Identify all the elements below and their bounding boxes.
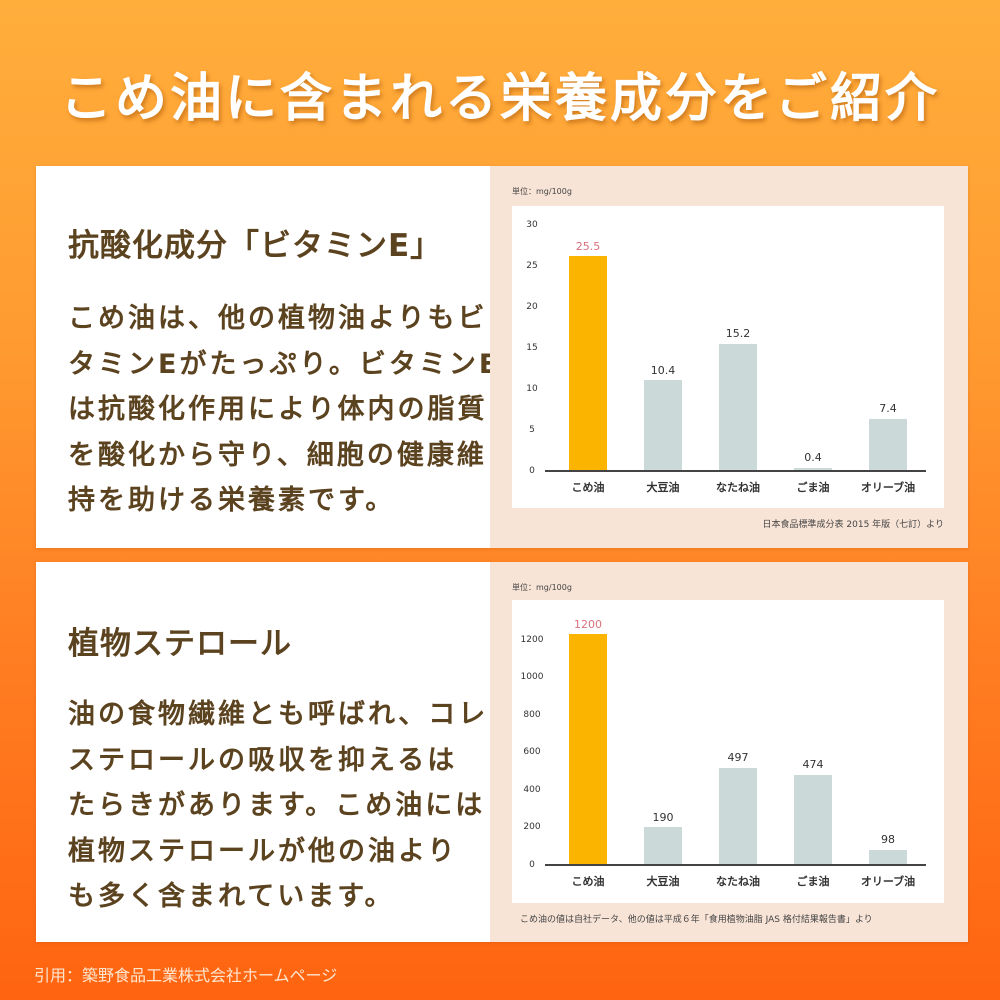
body-line: は抗酸化作用により体内の脂質 xyxy=(68,394,488,425)
vitamin-e-section: 抗酸化成分「ビタミンE」 こめ油は、他の植物油よりもビ タミンEがたっぷり。ビタ… xyxy=(36,166,968,548)
vitamin-e-text-column: 抗酸化成分「ビタミンE」 こめ油は、他の植物油よりもビ タミンEがたっぷり。ビタ… xyxy=(36,166,501,548)
bar-sesame-oil xyxy=(794,468,832,471)
bar-olive-oil xyxy=(869,419,907,471)
value-label: 190 xyxy=(652,811,674,824)
value-label: 497 xyxy=(727,751,749,764)
page-title: こめ油に含まれる栄養成分をご紹介 xyxy=(59,69,940,129)
plant-sterol-chart-panel: 単位：mg/100g 0 200 400 600 800 1000 1200 1… xyxy=(490,562,968,942)
category-label: ごま油 xyxy=(796,481,830,494)
category-label: こめ油 xyxy=(571,875,605,888)
y-tick: 1000 xyxy=(520,672,544,682)
chart-source-note: こめ油の値は自社データ、他の値は平成６年「食用植物油脂 JAS 格付結果報告書」… xyxy=(520,915,873,925)
value-label: 474 xyxy=(802,758,824,771)
y-tick: 400 xyxy=(523,785,541,795)
vitamin-e-chart-panel: 単位：mg/100g 0 5 10 15 20 25 30 25.5 10.4 … xyxy=(490,166,968,548)
bar-rapeseed-oil xyxy=(719,344,757,471)
y-tick: 200 xyxy=(523,822,541,832)
plant-sterol-chart: 0 200 400 600 800 1000 1200 1200 190 497… xyxy=(512,600,944,903)
body-line: 持を助ける栄養素です。 xyxy=(68,485,396,516)
body-line: を酸化から守り、細胞の健康維 xyxy=(68,439,487,471)
x-axis-line xyxy=(545,470,926,472)
category-label: オリーブ油 xyxy=(860,875,916,888)
value-label: 25.5 xyxy=(575,240,601,253)
category-label: 大豆油 xyxy=(646,481,680,494)
body-line: 油の食物繊維とも呼ばれ、コレ xyxy=(68,699,489,730)
y-tick: 30 xyxy=(526,220,538,230)
body-line: こめ油は、他の植物油よりもビ xyxy=(68,303,488,334)
unit-label: 単位：mg/100g xyxy=(512,187,572,196)
bar-rapeseed-oil xyxy=(719,768,757,865)
chart-source-note: 日本食品標準成分表 2015 年版（七訂）より xyxy=(762,520,944,530)
value-label: 1200 xyxy=(574,618,602,631)
y-tick: 600 xyxy=(523,747,541,757)
unit-label: 単位：mg/100g xyxy=(512,583,572,592)
category-label: オリーブ油 xyxy=(860,481,916,494)
category-label: なたね油 xyxy=(716,481,760,494)
category-label: なたね油 xyxy=(716,875,760,888)
body-line: タミンEがたっぷり。ビタミンE xyxy=(68,348,501,380)
body-line: も多く含まれています。 xyxy=(68,881,395,912)
y-tick: 20 xyxy=(526,302,538,312)
y-tick: 0 xyxy=(529,466,535,476)
category-label: 大豆油 xyxy=(646,875,680,888)
body-line: ステロールの吸収を抑えるは xyxy=(68,744,458,776)
y-tick: 15 xyxy=(526,343,538,353)
category-label: こめ油 xyxy=(571,481,605,494)
category-label: ごま油 xyxy=(796,875,830,888)
y-tick: 0 xyxy=(529,860,535,870)
bar-soybean-oil xyxy=(644,827,682,865)
value-label: 7.4 xyxy=(879,402,897,415)
bar-kome-oil xyxy=(569,256,607,471)
section-heading: 植物ステロール xyxy=(68,626,292,662)
body-line: たらきがあります。こめ油には xyxy=(68,790,486,821)
body-line: 植物ステロールが他の油より xyxy=(68,835,458,867)
value-label: 98 xyxy=(881,833,895,846)
bar-kome-oil xyxy=(569,634,607,865)
y-tick: 1200 xyxy=(520,635,544,645)
bar-olive-oil xyxy=(869,850,907,865)
value-label: 15.2 xyxy=(725,327,751,340)
value-label: 0.4 xyxy=(804,451,822,464)
y-tick: 25 xyxy=(526,261,538,271)
y-tick: 800 xyxy=(523,710,541,720)
bar-sesame-oil xyxy=(794,775,832,865)
vitamin-e-chart: 0 5 10 15 20 25 30 25.5 10.4 15.2 0.4 7.… xyxy=(512,206,944,508)
y-tick: 5 xyxy=(529,425,535,435)
plant-sterol-text-column: 植物ステロール 油の食物繊維とも呼ばれ、コレ ステロールの吸収を抑えるは たらき… xyxy=(36,562,490,942)
section-heading: 抗酸化成分「ビタミンE」 xyxy=(68,228,443,264)
y-tick: 10 xyxy=(526,384,538,394)
value-label: 10.4 xyxy=(650,364,676,377)
citation: 引用：築野食品工業株式会社ホームページ xyxy=(34,966,338,985)
plant-sterol-section: 植物ステロール 油の食物繊維とも呼ばれ、コレ ステロールの吸収を抑えるは たらき… xyxy=(36,562,968,942)
bar-soybean-oil xyxy=(644,380,682,471)
section-body: 油の食物繊維とも呼ばれ、コレ ステロールの吸収を抑えるは たらきがあります。こめ… xyxy=(68,692,489,920)
section-body: こめ油は、他の植物油よりもビ タミンEがたっぷり。ビタミンE は抗酸化作用により… xyxy=(68,296,501,524)
x-axis-line xyxy=(545,864,926,866)
